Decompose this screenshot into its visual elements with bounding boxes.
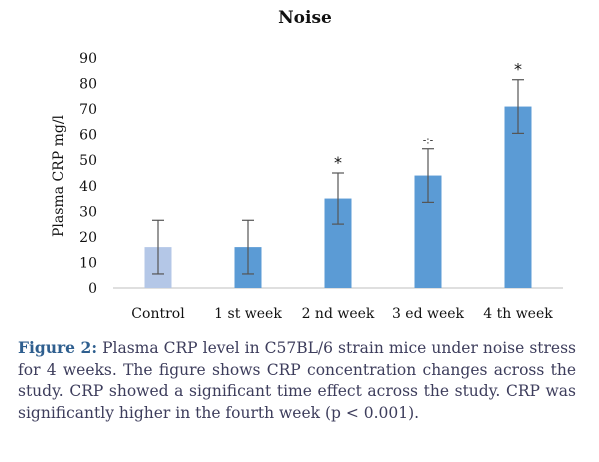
x-tick-label: 1 st week <box>214 306 282 322</box>
y-tick-label: 50 <box>79 153 97 169</box>
error-bar <box>242 219 254 275</box>
x-tick-label: Control <box>131 306 185 322</box>
y-axis: 0 10 20 30 40 50 60 70 80 90 <box>79 51 97 297</box>
y-tick-label: 10 <box>79 255 97 271</box>
caption-text: Plasma CRP level in C57BL/6 strain mice … <box>18 339 576 422</box>
y-tick-label: 90 <box>79 51 97 67</box>
bar-series: * -:- * <box>144 60 532 288</box>
x-axis: Control 1 st week 2 nd week 3 ed week 4 th w… <box>131 306 553 322</box>
chart-title: Noise <box>278 8 332 28</box>
y-tick-label: 20 <box>79 230 97 246</box>
y-tick-label: 60 <box>79 128 97 144</box>
caption-label: Figure 2: <box>18 338 98 357</box>
significance-marker: * <box>334 153 342 172</box>
error-bar <box>152 219 164 275</box>
y-tick-label: 80 <box>79 77 97 93</box>
x-tick-label: 2 nd week <box>302 306 375 322</box>
y-tick-label: 0 <box>88 281 97 297</box>
y-tick-label: 70 <box>79 102 97 118</box>
bar <box>504 106 532 288</box>
x-tick-label: 4 th week <box>483 306 553 322</box>
bar-chart: Noise Plasma CRP mg/l 0 10 20 30 40 50 60 70 80 9… <box>51 8 563 322</box>
significance-marker: * <box>514 60 522 79</box>
error-bar <box>512 79 524 134</box>
figure-caption: Figure 2: Plasma CRP level in C57BL/6 st… <box>18 337 576 424</box>
x-tick-label: 3 ed week <box>392 306 465 322</box>
error-bar <box>332 172 344 225</box>
y-axis-label: Plasma CRP mg/l <box>51 114 67 237</box>
y-tick-label: 40 <box>79 179 97 195</box>
error-bar <box>422 148 434 203</box>
significance-marker: -:- <box>423 136 434 147</box>
y-tick-label: 30 <box>79 204 97 220</box>
